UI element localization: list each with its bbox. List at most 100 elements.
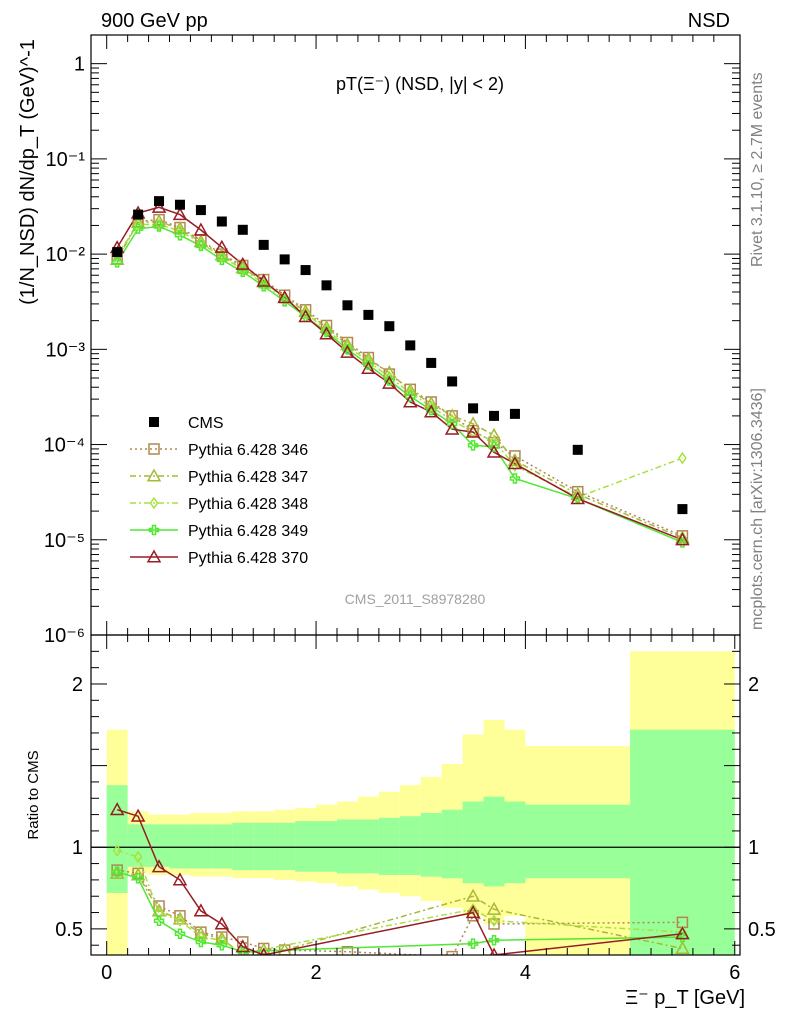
- data-point: [570, 486, 586, 500]
- data-point: [507, 452, 523, 467]
- data-point: [423, 395, 439, 410]
- data-point: [384, 370, 394, 384]
- data-point: [319, 326, 334, 340]
- main-plot-axes: 1 10⁻¹ 10⁻² 10⁻³ 10⁻⁴ 10⁻⁵ 10⁻⁶: [44, 34, 741, 647]
- data-point: [109, 251, 125, 265]
- ratio-point: [467, 938, 479, 949]
- data-point: [343, 340, 352, 353]
- data-point: [172, 221, 188, 235]
- data-point: [363, 354, 373, 368]
- x-tick-label: 2: [310, 962, 321, 984]
- data-point: [238, 263, 248, 276]
- data-point: [133, 218, 143, 231]
- x-tick-label: 6: [729, 962, 740, 984]
- data-point: [217, 250, 227, 263]
- data-point: [402, 394, 418, 408]
- data-point: [426, 400, 436, 413]
- ratio-point: [154, 906, 164, 919]
- data-point: [154, 196, 165, 207]
- data-point: [237, 266, 249, 278]
- data-point: [361, 360, 376, 374]
- ratio-point: [193, 926, 209, 940]
- ratio-frame: [90, 634, 741, 956]
- ratio-point: [193, 903, 209, 917]
- legend-label: CMS: [188, 415, 224, 432]
- band-bin: [190, 824, 212, 869]
- band-bin: [316, 821, 337, 872]
- data-point: [301, 306, 311, 320]
- data-point: [572, 485, 584, 498]
- y-tick-label: 2: [72, 674, 83, 696]
- data-point: [151, 213, 167, 228]
- band-bin: [127, 824, 149, 867]
- data-point: [256, 273, 271, 287]
- ratio-point: [675, 940, 690, 955]
- ratio-point: [130, 808, 146, 822]
- series-line: [116, 218, 683, 537]
- legend-label: Pythia 6.428 370: [188, 550, 308, 567]
- legend-label: Pythia 6.428 347: [188, 469, 308, 486]
- ratio-point: [111, 866, 123, 877]
- data-point: [154, 218, 164, 231]
- ratio-point: [675, 926, 690, 940]
- data-point: [384, 321, 395, 332]
- series-line: [116, 223, 683, 499]
- data-point: [486, 427, 502, 441]
- analysis-watermark: CMS_2011_S8978280: [345, 591, 486, 607]
- band-bin: [525, 804, 631, 879]
- data-point: [133, 209, 144, 220]
- data-point: [235, 260, 251, 274]
- band-bin: [441, 809, 463, 879]
- data-point: [196, 236, 206, 250]
- ratio-axis-label: Ratio to CMS: [25, 750, 42, 839]
- data-point: [465, 416, 481, 430]
- data-point: [132, 223, 144, 234]
- ratio-line: [116, 849, 683, 955]
- legend-label: Pythia 6.428 348: [188, 496, 308, 513]
- ratio-panel: 0.5 0.5 1 1 2 2 0 2 4 6 Ratio to CMS Ξ⁻ p_T [GeV]: [25, 634, 776, 1009]
- ratio-plot-data: [109, 802, 690, 955]
- data-point: [235, 256, 251, 270]
- data-point: [130, 214, 146, 229]
- data-point: [510, 459, 520, 472]
- data-point: [678, 451, 687, 465]
- ratio-plot-axes: 0.5 0.5 1 1 2 2 0 2 4 6: [55, 634, 776, 984]
- band-bin: [504, 801, 526, 884]
- main-plot-title: pT(Ξ⁻) (NSD, |y| < 2): [336, 74, 504, 94]
- data-point: [382, 375, 397, 389]
- band-bin: [378, 817, 400, 875]
- data-point: [195, 205, 206, 216]
- ratio-point: [489, 914, 499, 928]
- data-point: [319, 319, 334, 333]
- data-point: [509, 408, 520, 419]
- ratio-line: [116, 808, 683, 955]
- data-point: [258, 239, 269, 250]
- band-bin: [420, 812, 442, 877]
- ratio-point: [446, 950, 458, 955]
- y-tick-label: 0.5: [748, 919, 776, 941]
- data-point: [300, 265, 311, 276]
- data-point: [446, 418, 458, 430]
- rivet-label: Rivet 3.1.10, ≥ 2.7M events: [749, 72, 766, 267]
- ratio-point: [172, 872, 188, 886]
- y-tick-label: 0.5: [55, 919, 83, 941]
- x-tick-label: 4: [520, 962, 531, 984]
- ratio-point: [468, 902, 478, 916]
- data-point: [237, 224, 248, 235]
- data-point: [298, 303, 313, 317]
- uncertainty-bands: [91, 651, 740, 955]
- data-point: [195, 240, 207, 252]
- band-bin: [253, 822, 275, 871]
- band-bin: [148, 824, 170, 867]
- mcplots-label: mcplots.cern.ch [arXiv:1306.3436]: [749, 388, 766, 630]
- ratio-point: [486, 901, 502, 915]
- ratio-point: [109, 802, 125, 816]
- data-point: [193, 222, 209, 236]
- ratio-point: [465, 905, 481, 919]
- band-bin: [399, 816, 421, 875]
- data-point: [405, 386, 415, 400]
- ratio-point: [214, 916, 230, 930]
- y-tick-label: 1: [72, 837, 83, 859]
- data-point: [279, 254, 290, 265]
- data-point: [153, 221, 165, 232]
